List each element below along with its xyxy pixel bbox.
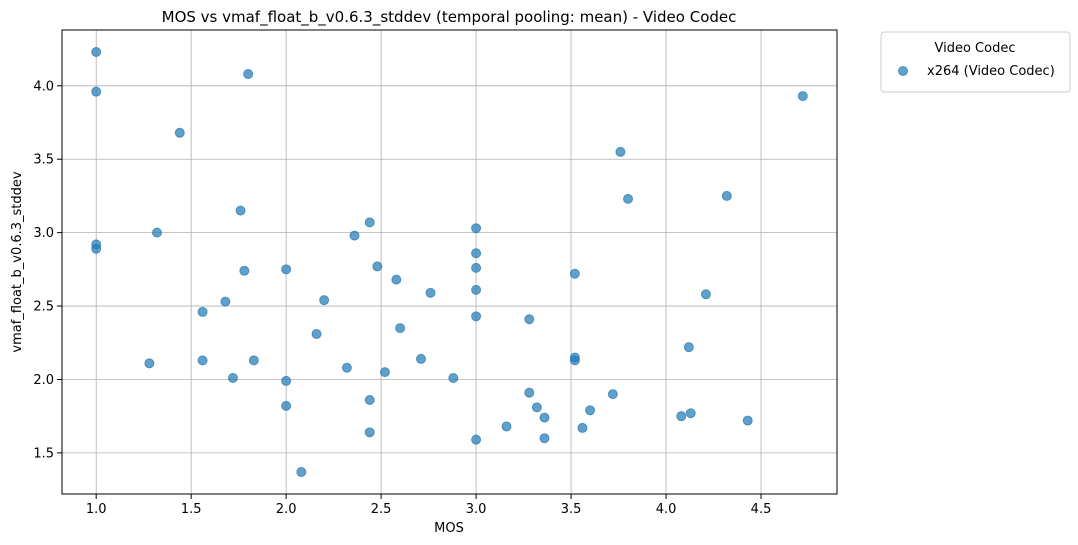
data-point (364, 395, 375, 406)
data-point (501, 421, 512, 432)
data-point (585, 405, 596, 416)
data-point (569, 268, 580, 279)
y-axis-label: vmaf_float_b_v0.6.3_stddev (10, 171, 25, 353)
data-point (239, 265, 250, 276)
data-point (607, 389, 618, 400)
y-tick-label: 3.5 (33, 153, 54, 168)
data-point (471, 262, 482, 273)
data-point (151, 227, 162, 238)
data-point (416, 353, 427, 364)
data-point (391, 274, 402, 285)
data-point (91, 243, 102, 254)
data-point (797, 91, 808, 102)
data-point (471, 223, 482, 234)
legend-title: Video Codec (935, 41, 1016, 56)
data-point (197, 306, 208, 317)
data-point (311, 328, 322, 339)
plot-area-frame (61, 29, 838, 495)
data-point (623, 193, 634, 204)
data-point (319, 295, 330, 306)
data-point (524, 387, 535, 398)
data-points (91, 47, 808, 477)
y-tick-label: 2.0 (33, 373, 54, 388)
y-tick-label: 4.0 (33, 79, 54, 94)
x-tick-label: 3.0 (466, 502, 487, 517)
data-point (448, 373, 459, 383)
data-point (685, 408, 696, 419)
data-point (425, 287, 436, 298)
x-tick-label: 4.5 (751, 502, 772, 517)
x-axis-label: MOS (434, 521, 464, 536)
x-tick-label: 4.0 (656, 502, 677, 517)
data-point (471, 311, 482, 322)
data-point (220, 296, 231, 307)
data-point (248, 355, 259, 366)
data-point (144, 358, 155, 369)
legend-entry-label: x264 (Video Codec) (927, 64, 1055, 79)
data-point (235, 205, 246, 216)
legend-marker (898, 66, 908, 76)
data-point (372, 261, 383, 272)
data-point (281, 264, 292, 275)
chart-title: MOS vs vmaf_float_b_v0.6.3_stddev (tempo… (162, 8, 737, 27)
data-point (721, 190, 732, 201)
data-point (539, 412, 550, 423)
data-point (676, 411, 687, 422)
data-point (700, 289, 711, 300)
data-point (471, 284, 482, 295)
data-point (91, 47, 102, 58)
data-point (531, 402, 542, 413)
data-point (742, 415, 753, 426)
data-point (577, 422, 588, 433)
data-point (197, 355, 208, 366)
data-point (349, 230, 360, 241)
y-axis-ticks: 1.5 2.0 2.5 3.0 3.5 4.0 (33, 79, 62, 461)
data-point (569, 355, 580, 366)
data-point (539, 433, 550, 444)
data-point (379, 367, 390, 378)
y-tick-label: 2.5 (33, 300, 54, 315)
x-tick-label: 3.5 (561, 502, 582, 517)
data-point (243, 69, 254, 80)
data-point (471, 248, 482, 259)
legend: Video Codec x264 (Video Codec) (880, 31, 1071, 93)
data-point (341, 362, 352, 373)
data-point (281, 400, 292, 411)
data-point (524, 314, 535, 325)
x-tick-label: 2.5 (371, 502, 392, 517)
data-point (364, 427, 375, 438)
data-point (683, 342, 694, 353)
data-point (395, 323, 406, 334)
y-tick-label: 3.0 (33, 226, 54, 241)
data-point (615, 146, 626, 157)
data-point (174, 127, 185, 138)
x-tick-label: 1.0 (86, 502, 107, 517)
x-tick-label: 2.0 (276, 502, 297, 517)
data-point (364, 217, 375, 228)
x-axis-ticks: 1.0 1.5 2.0 2.5 3.0 3.5 4.0 4.5 (86, 494, 772, 517)
data-point (471, 434, 482, 445)
data-point (227, 373, 238, 383)
data-point (281, 375, 292, 386)
y-tick-label: 1.5 (33, 446, 54, 461)
x-tick-label: 1.5 (181, 502, 202, 517)
data-point (296, 466, 307, 477)
data-point (91, 86, 102, 97)
legend-box (880, 31, 1071, 93)
